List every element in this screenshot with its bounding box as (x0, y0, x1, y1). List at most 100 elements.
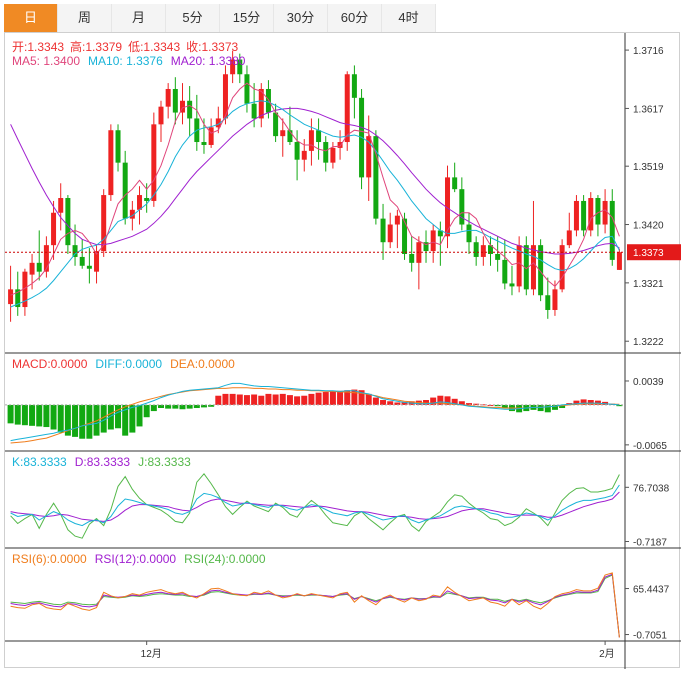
macd-bar-47 (344, 390, 351, 405)
candle-body-33 (244, 74, 250, 104)
candle-body-42 (308, 130, 314, 151)
candle-body-4 (36, 262, 42, 272)
candle-body-2 (22, 271, 28, 308)
candle-body-65 (473, 242, 479, 257)
candle-body-20 (151, 124, 157, 201)
candle-body-81 (588, 198, 594, 231)
tab-4[interactable]: 15分 (220, 4, 274, 32)
candle-body-80 (581, 200, 587, 231)
macd-bar-31 (229, 393, 236, 405)
candle-body-69 (502, 259, 508, 284)
candle-body-1 (15, 289, 21, 308)
tab-0[interactable]: 日 (4, 4, 58, 32)
tab-1[interactable]: 周 (58, 4, 112, 32)
rsi6-line (10, 572, 620, 638)
macd-bar-52 (380, 400, 387, 405)
candle-body-84 (609, 200, 615, 260)
macd-bar-43 (315, 392, 322, 405)
open-value: 开:1.3343 (12, 40, 65, 54)
j-value: J:83.3333 (138, 455, 191, 469)
macd-bar-0 (7, 404, 14, 424)
macd-axis-tick-label-1: -0.0065 (633, 441, 667, 452)
macd-bar-63 (458, 401, 465, 405)
high-value: 高:1.3379 (70, 40, 123, 54)
ma10-line (10, 100, 620, 308)
candle-body-10 (79, 256, 85, 266)
price-axis-tick-label-1: 1.3617 (633, 104, 664, 115)
rsi-axis-tick-label-0: 65.4437 (633, 585, 670, 596)
k-line (10, 484, 620, 527)
tab-3[interactable]: 5分 (166, 4, 220, 32)
ma-legend: MA5: 1.3400 MA10: 1.3376 MA20: 1.3380 (12, 54, 253, 68)
macd-axis-tick-label-0: 0.0039 (633, 377, 664, 388)
tab-7[interactable]: 4时 (382, 4, 436, 32)
candle-body-15 (115, 130, 121, 163)
macd-bar-46 (337, 390, 344, 405)
candle-body-29 (215, 118, 221, 128)
macd-bar-85 (616, 404, 623, 407)
macd-bar-42 (308, 393, 315, 405)
macd-bar-81 (587, 400, 594, 405)
candle-body-9 (72, 245, 78, 257)
candle-body-43 (316, 130, 322, 143)
candle-body-76 (552, 289, 558, 310)
tab-5[interactable]: 30分 (274, 4, 328, 32)
candle-body-51 (373, 136, 379, 219)
candle-body-68 (495, 253, 501, 260)
candle-body-62 (452, 177, 458, 190)
x-tick-label-0: 12月 (141, 648, 162, 660)
candle-body-6 (51, 212, 57, 246)
candle-body-36 (265, 88, 271, 113)
macd-bar-23 (172, 404, 179, 409)
macd-bar-33 (243, 395, 250, 405)
macd-bar-76 (551, 404, 558, 410)
macd-bar-45 (329, 391, 336, 405)
price-axis-tick-label-2: 1.3519 (633, 162, 664, 173)
macd-bar-41 (301, 395, 308, 405)
macd-bar-68 (494, 404, 501, 407)
d-value: D:83.3333 (74, 455, 131, 469)
macd-bar-55 (401, 401, 408, 405)
macd-value: MACD:0.0000 (12, 357, 88, 371)
candle-body-14 (108, 130, 114, 196)
macd-bar-3 (29, 404, 36, 426)
period-tabs: 日周月 5分 15分 30分 60分 4时 (4, 4, 680, 33)
candle-body-18 (137, 195, 143, 210)
macd-bar-40 (294, 396, 301, 405)
candle-body-31 (230, 59, 236, 75)
macd-bar-20 (150, 404, 157, 412)
candle-body-25 (187, 100, 193, 119)
candle-body-30 (222, 74, 228, 119)
candle-body-38 (280, 130, 286, 137)
macd-bar-17 (129, 404, 136, 433)
macd-legend: MACD:0.0000 DIFF:0.0000 DEA:0.0000 (12, 357, 243, 371)
macd-bar-49 (358, 390, 365, 405)
macd-bar-53 (387, 401, 394, 405)
candle-body-12 (94, 251, 100, 272)
candle-body-66 (480, 245, 486, 257)
candle-body-17 (129, 209, 135, 219)
candle-body-16 (122, 162, 128, 219)
candle-body-8 (65, 198, 71, 246)
candle-body-70 (509, 283, 515, 287)
candle-body-77 (559, 245, 565, 290)
candle-body-58 (423, 242, 429, 252)
candle-body-54 (394, 215, 400, 225)
close-value: 收:1.3373 (186, 40, 239, 54)
tab-6[interactable]: 60分 (328, 4, 382, 32)
price-axis-tick-label-4: 1.3321 (633, 279, 664, 290)
candle-body-37 (273, 112, 279, 137)
ma10-value: MA10: 1.3376 (88, 54, 163, 68)
tab-2[interactable]: 月 (112, 4, 166, 32)
dea-value: DEA:0.0000 (170, 357, 235, 371)
macd-bar-25 (186, 404, 193, 409)
macd-bar-36 (265, 393, 272, 405)
macd-bar-54 (394, 402, 401, 405)
candle-body-83 (602, 200, 608, 225)
candle-body-0 (8, 289, 14, 305)
candle-body-45 (330, 147, 336, 163)
macd-bar-65 (473, 403, 480, 405)
kdj-legend: K:83.3333 D:83.3333 J:83.3333 (12, 455, 199, 469)
diff-line (10, 382, 620, 442)
rsi-axis-tick-label-1: -0.7051 (633, 631, 667, 642)
